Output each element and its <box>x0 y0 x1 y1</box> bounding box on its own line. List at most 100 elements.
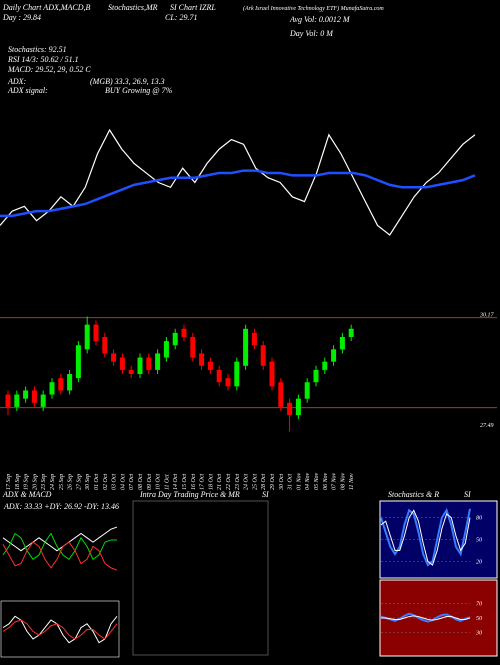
candle-body <box>23 390 29 399</box>
candle-body <box>75 345 81 379</box>
candle-body <box>322 361 328 370</box>
title-right: (Ark Israel Innovative Technology ETF) M… <box>243 5 384 12</box>
rsi-text: RSI 14/3: 50.62 / 51.1 <box>7 55 79 64</box>
adx-signal-label: ADX signal: <box>7 86 48 95</box>
x-tick-label: 16 Oct <box>191 474 197 490</box>
x-tick-label: 25 Sep <box>59 474 65 490</box>
candle-body <box>172 332 178 346</box>
panel-title: SI <box>464 490 471 499</box>
y-tick-label: 27.49 <box>480 422 494 429</box>
line <box>2 532 117 561</box>
x-tick-label: 27 Sep <box>76 474 82 490</box>
x-tick-label: 31 Oct <box>288 474 294 491</box>
candle-body <box>181 328 187 337</box>
x-tick-label: 30 Sep <box>85 474 91 491</box>
x-tick-label: 15 Oct <box>182 474 188 490</box>
candle-body <box>287 402 293 416</box>
line <box>380 509 471 566</box>
line <box>2 541 118 571</box>
x-tick-label: 11 Nov <box>349 473 355 490</box>
line <box>0 169 476 218</box>
candle-body <box>199 353 205 366</box>
x-tick-label: 24 Oct <box>243 474 250 490</box>
x-tick-label: 17 Oct <box>200 474 206 490</box>
candle-body <box>190 337 196 358</box>
candle-body <box>146 357 152 370</box>
candle-body <box>225 378 231 387</box>
adx-values: (MGB) 33.3, 26.9, 13.3 <box>90 77 165 86</box>
panel-title: Stochastics & R <box>388 490 439 499</box>
x-tick-label: 04 Oct <box>119 474 126 490</box>
x-tick-label: 17 Sep <box>6 474 12 490</box>
x-tick-label: 11 Oct <box>164 474 170 490</box>
x-tick-label: 04 Nov <box>304 472 311 490</box>
x-tick-label: 07 Nov <box>332 472 338 490</box>
day: Day : 29.84 <box>2 13 41 22</box>
macd-text: MACD: 29.52, 29, 0.52 C <box>7 65 91 74</box>
adx-label: ADX: <box>7 77 27 86</box>
candle-body <box>102 337 108 354</box>
y-tick-label: 70 <box>476 602 482 608</box>
x-tick-label: 28 Oct <box>261 474 267 490</box>
line <box>380 612 471 623</box>
candle-body <box>331 349 337 362</box>
y-tick-label: 80 <box>476 516 482 522</box>
x-tick-label: 20 Sep <box>32 474 38 490</box>
x-tick-label: 30 Oct <box>279 474 285 491</box>
x-tick-label: 01 Oct <box>94 474 100 490</box>
x-tick-label: 03 Oct <box>112 474 118 490</box>
candle-body <box>119 357 125 370</box>
candle-body <box>31 390 37 403</box>
x-tick-label: 23 Oct <box>235 474 241 490</box>
line <box>2 615 118 644</box>
y-tick-label: 50 <box>476 616 482 622</box>
line <box>2 526 118 552</box>
x-tick-label: 26 Sep <box>68 474 74 490</box>
x-tick-label: 21 Oct <box>217 474 223 490</box>
line <box>2 619 118 640</box>
candle-body <box>111 353 117 362</box>
candle-body <box>5 394 11 407</box>
x-tick-label: 24 Sep <box>49 474 56 490</box>
candle-body <box>207 361 213 370</box>
stoch-text: Stochastics: 92.51 <box>8 45 67 54</box>
candle-body <box>216 369 222 383</box>
x-tick-label: 01 Nov <box>296 472 302 490</box>
candle-body <box>40 394 46 407</box>
x-tick-label: 02 Oct <box>103 474 109 490</box>
candle-body <box>67 374 73 391</box>
panel-title: ADX & MACD <box>2 490 52 499</box>
x-tick-label: 29 Oct <box>270 474 276 490</box>
x-tick-label: 18 Sep <box>15 474 21 490</box>
intraday-frame <box>132 500 269 656</box>
candle-body <box>163 341 169 358</box>
line <box>0 128 476 236</box>
x-tick-label: 23 Sep <box>41 474 47 490</box>
candle-body <box>49 382 55 395</box>
x-tick-label: 19 Sep <box>24 474 30 490</box>
avg-vol: Avg Vol: 0.0012 M <box>289 15 351 24</box>
candle-body <box>260 345 266 366</box>
macd-frame <box>0 600 120 658</box>
candle-body <box>84 324 90 350</box>
candle-body <box>14 394 20 407</box>
y-tick-label: 30 <box>475 630 482 636</box>
x-tick-label: 07 Oct <box>129 474 135 490</box>
candle-body <box>137 357 143 374</box>
y-tick-label: 30.17 <box>479 313 495 319</box>
y-tick-label: 50 <box>476 538 482 544</box>
candle-body <box>348 328 354 337</box>
adx-panel-values: ADX: 33.33 +DY: 26.92 -DY: 13.46 <box>3 502 119 511</box>
title-sym: SI Chart IZRL <box>170 3 216 12</box>
day-vol: Day Vol: 0 M <box>289 29 334 38</box>
candle-body <box>58 378 64 391</box>
x-tick-label: 09 Oct <box>147 474 153 490</box>
close: CL: 29.71 <box>165 13 197 22</box>
title-left: Daily Chart ADX,MACD,B <box>2 3 91 12</box>
x-tick-label: 14 Oct <box>172 474 179 490</box>
candle-body <box>304 382 310 399</box>
line <box>381 615 471 621</box>
candle-body <box>269 361 275 387</box>
